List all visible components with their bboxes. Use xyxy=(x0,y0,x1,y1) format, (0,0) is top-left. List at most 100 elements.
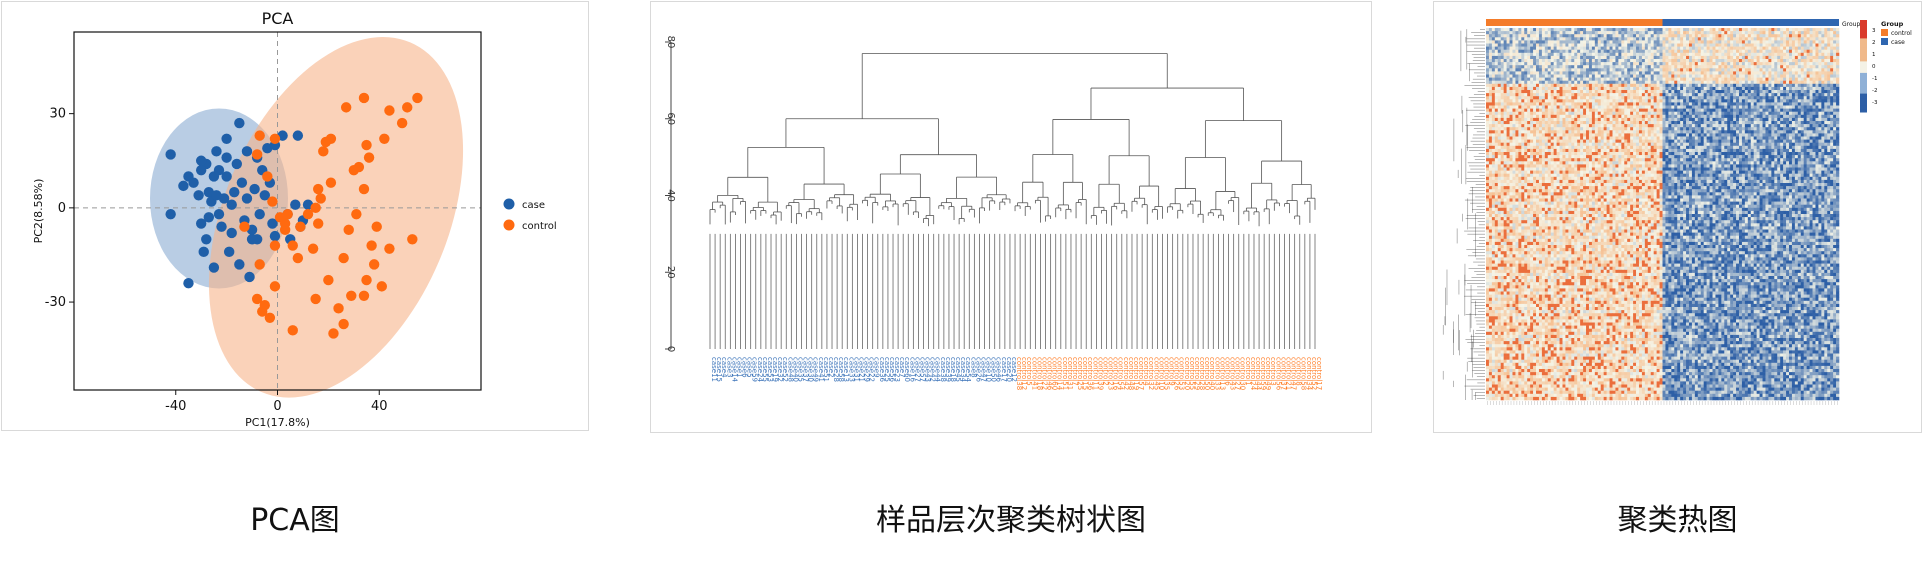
heatmap-cell xyxy=(1833,130,1836,133)
heatmap-cell xyxy=(1745,87,1748,90)
heatmap-cell xyxy=(1701,84,1704,87)
heatmap-cell xyxy=(1498,93,1501,96)
heatmap-cell xyxy=(1577,28,1580,31)
heatmap-cell xyxy=(1589,71,1592,74)
heatmap-cell xyxy=(1542,34,1545,37)
heatmap-cell xyxy=(1492,31,1495,34)
heatmap-cell xyxy=(1545,50,1548,53)
heatmap-cell xyxy=(1515,71,1518,74)
heatmap-cell xyxy=(1504,124,1507,127)
heatmap-cell xyxy=(1698,37,1701,40)
heatmap-cell xyxy=(1592,130,1595,133)
heatmap-cell xyxy=(1721,44,1724,47)
heatmap-cell xyxy=(1651,93,1654,96)
heatmap-cell xyxy=(1677,102,1680,105)
heatmap-cell xyxy=(1548,40,1551,43)
heatmap-cell xyxy=(1618,90,1621,93)
heatmap-cell xyxy=(1615,84,1618,87)
heatmap-cell xyxy=(1660,59,1663,62)
legend-marker-case xyxy=(504,199,515,210)
heatmap-cell xyxy=(1515,130,1518,133)
heatmap-cell xyxy=(1533,137,1536,140)
heatmap-cell xyxy=(1560,65,1563,68)
heatmap-cell xyxy=(1642,75,1645,78)
heatmap-cell xyxy=(1827,31,1830,34)
case-point xyxy=(229,187,239,197)
heatmap-cell xyxy=(1780,65,1783,68)
heatmap-cell xyxy=(1665,81,1668,84)
heatmap-cell xyxy=(1586,133,1589,136)
heatmap-cell xyxy=(1704,78,1707,81)
heatmap-cell xyxy=(1727,87,1730,90)
heatmap-cell xyxy=(1524,93,1527,96)
heatmap-cell xyxy=(1621,62,1624,65)
heatmap-cell xyxy=(1777,130,1780,133)
heatmap-cell xyxy=(1704,62,1707,65)
heatmap-cell xyxy=(1545,84,1548,87)
heatmap-cell xyxy=(1539,68,1542,71)
heatmap-cell xyxy=(1698,71,1701,74)
group-bar-case xyxy=(1663,19,1840,26)
heatmap-cell xyxy=(1612,31,1615,34)
heatmap-cell xyxy=(1836,84,1839,87)
heatmap-cell xyxy=(1704,118,1707,121)
heatmap-cell xyxy=(1739,78,1742,81)
heatmap-cell xyxy=(1636,47,1639,50)
heatmap-cell xyxy=(1592,93,1595,96)
heatmap-cell xyxy=(1795,106,1798,109)
y-axis-label: PC2(8.58%) xyxy=(32,179,45,244)
heatmap-cell xyxy=(1683,50,1686,53)
heatmap-cell xyxy=(1636,121,1639,124)
heatmap-cell xyxy=(1589,106,1592,109)
heatmap-cell xyxy=(1789,106,1792,109)
heatmap-cell xyxy=(1498,130,1501,133)
heatmap-cell xyxy=(1589,87,1592,90)
heatmap-cell xyxy=(1757,112,1760,115)
heatmap-cell xyxy=(1783,121,1786,124)
heatmap-cell xyxy=(1554,130,1557,133)
heatmap-cell xyxy=(1486,137,1489,140)
heatmap-cell xyxy=(1798,121,1801,124)
heatmap-cell xyxy=(1833,112,1836,115)
heatmap-cell xyxy=(1765,133,1768,136)
heatmap-cell xyxy=(1521,34,1524,37)
heatmap-cell xyxy=(1536,28,1539,31)
heatmap-cell xyxy=(1821,65,1824,68)
heatmap-cell xyxy=(1780,127,1783,130)
heatmap-cell xyxy=(1836,87,1839,90)
heatmap-cell xyxy=(1771,84,1774,87)
heatmap-cell xyxy=(1630,115,1633,118)
heatmap-cell xyxy=(1804,127,1807,130)
heatmap-cell xyxy=(1598,50,1601,53)
heatmap-cell xyxy=(1798,50,1801,53)
heatmap-cell xyxy=(1810,68,1813,71)
heatmap-cell xyxy=(1795,28,1798,31)
heatmap-cell xyxy=(1604,90,1607,93)
heatmap-cell xyxy=(1830,71,1833,74)
heatmap-cell xyxy=(1792,56,1795,59)
heatmap-cell xyxy=(1557,65,1560,68)
heatmap-cell xyxy=(1580,127,1583,130)
heatmap-cell xyxy=(1507,44,1510,47)
heatmap-cell xyxy=(1748,68,1751,71)
heatmap-cell xyxy=(1786,106,1789,109)
heatmap-cell xyxy=(1777,121,1780,124)
heatmap-cell xyxy=(1824,115,1827,118)
heatmap-cell xyxy=(1665,40,1668,43)
heatmap-cell xyxy=(1539,99,1542,102)
heatmap-cell xyxy=(1560,47,1563,50)
heatmap-cell xyxy=(1677,31,1680,34)
heatmap-cell xyxy=(1813,84,1816,87)
heatmap-cell xyxy=(1501,112,1504,115)
heatmap-cell xyxy=(1648,81,1651,84)
heatmap-cell xyxy=(1674,93,1677,96)
heatmap-cell xyxy=(1580,65,1583,68)
heatmap-cell xyxy=(1704,93,1707,96)
heatmap-cell xyxy=(1604,127,1607,130)
heatmap-cell xyxy=(1677,130,1680,133)
heatmap-cell xyxy=(1807,56,1810,59)
heatmap-cell xyxy=(1518,109,1521,112)
heatmap-cell xyxy=(1718,93,1721,96)
heatmap-cell xyxy=(1512,81,1515,84)
heatmap-cell xyxy=(1730,53,1733,56)
